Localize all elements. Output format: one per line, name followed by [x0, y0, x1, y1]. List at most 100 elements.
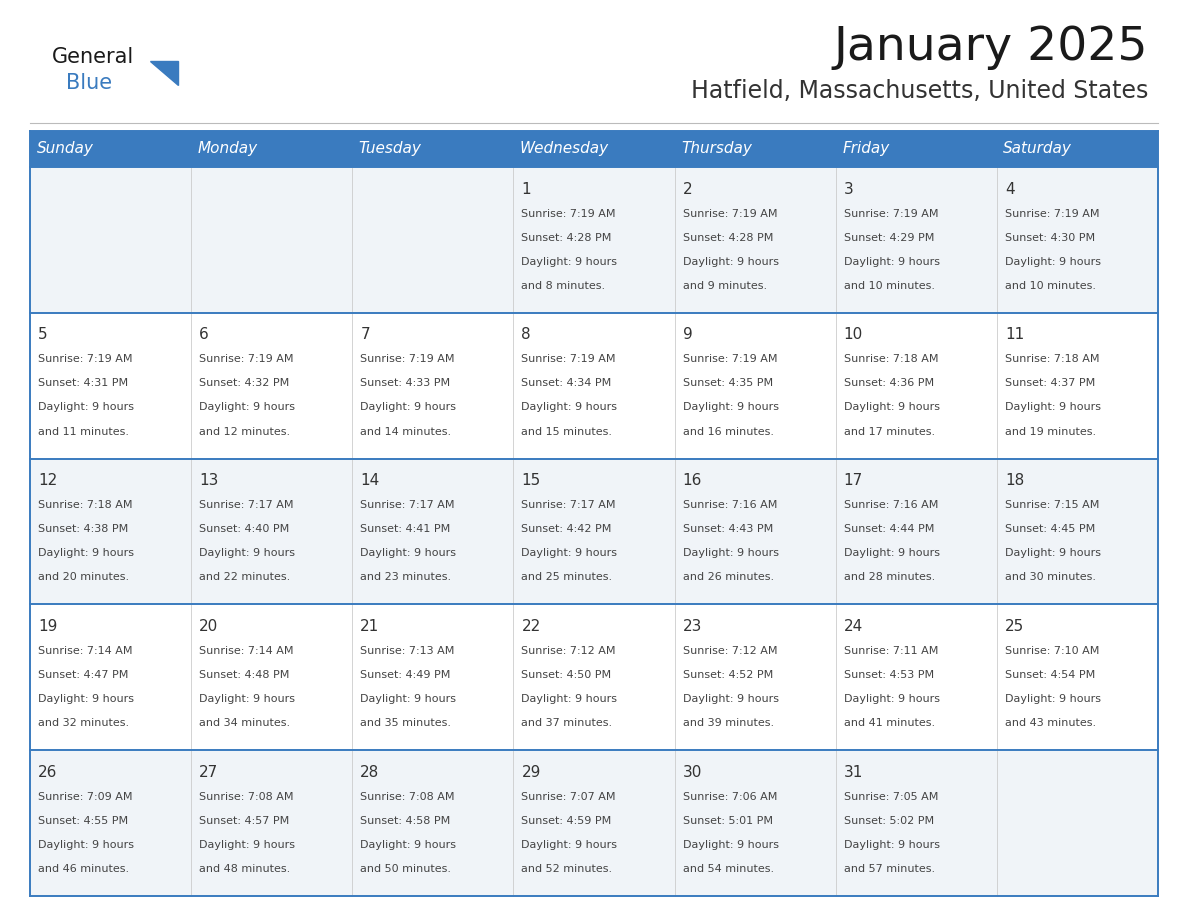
Text: Daylight: 9 hours: Daylight: 9 hours [360, 694, 456, 704]
Text: Sunset: 4:57 PM: Sunset: 4:57 PM [200, 816, 290, 826]
Text: and 41 minutes.: and 41 minutes. [843, 718, 935, 728]
Text: Sunrise: 7:19 AM: Sunrise: 7:19 AM [1005, 208, 1099, 218]
Text: Sunrise: 7:19 AM: Sunrise: 7:19 AM [200, 354, 293, 364]
Text: and 9 minutes.: and 9 minutes. [683, 281, 766, 291]
Text: 24: 24 [843, 619, 862, 634]
Text: Sunset: 4:29 PM: Sunset: 4:29 PM [843, 232, 934, 242]
Text: and 14 minutes.: and 14 minutes. [360, 427, 451, 437]
Text: 21: 21 [360, 619, 380, 634]
Text: and 26 minutes.: and 26 minutes. [683, 572, 773, 582]
Text: 2: 2 [683, 182, 693, 196]
Text: Sunset: 4:34 PM: Sunset: 4:34 PM [522, 378, 612, 388]
Text: Sunset: 4:48 PM: Sunset: 4:48 PM [200, 670, 290, 680]
Text: Daylight: 9 hours: Daylight: 9 hours [200, 840, 295, 850]
Text: Sunrise: 7:12 AM: Sunrise: 7:12 AM [522, 646, 617, 656]
Text: Daylight: 9 hours: Daylight: 9 hours [522, 548, 618, 558]
Text: 6: 6 [200, 328, 209, 342]
Text: and 37 minutes.: and 37 minutes. [522, 718, 613, 728]
Text: Daylight: 9 hours: Daylight: 9 hours [200, 694, 295, 704]
Text: Sunrise: 7:19 AM: Sunrise: 7:19 AM [522, 354, 617, 364]
Text: Wednesday: Wednesday [520, 141, 609, 156]
Text: 16: 16 [683, 473, 702, 488]
Text: Daylight: 9 hours: Daylight: 9 hours [683, 402, 778, 412]
Text: Daylight: 9 hours: Daylight: 9 hours [522, 402, 618, 412]
Text: 15: 15 [522, 473, 541, 488]
Text: and 52 minutes.: and 52 minutes. [522, 864, 613, 874]
Text: 4: 4 [1005, 182, 1015, 196]
Text: and 30 minutes.: and 30 minutes. [1005, 572, 1095, 582]
Text: Daylight: 9 hours: Daylight: 9 hours [38, 694, 134, 704]
Text: Daylight: 9 hours: Daylight: 9 hours [843, 694, 940, 704]
Text: and 10 minutes.: and 10 minutes. [1005, 281, 1095, 291]
Text: and 23 minutes.: and 23 minutes. [360, 572, 451, 582]
Text: Sunrise: 7:05 AM: Sunrise: 7:05 AM [843, 791, 939, 801]
Text: Hatfield, Massachusetts, United States: Hatfield, Massachusetts, United States [690, 79, 1148, 103]
Text: Sunset: 4:43 PM: Sunset: 4:43 PM [683, 524, 773, 534]
Text: 7: 7 [360, 328, 369, 342]
Text: Sunset: 4:41 PM: Sunset: 4:41 PM [360, 524, 450, 534]
Text: 25: 25 [1005, 619, 1024, 634]
Text: 5: 5 [38, 328, 48, 342]
Text: Sunday: Sunday [37, 141, 94, 156]
Text: Daylight: 9 hours: Daylight: 9 hours [360, 840, 456, 850]
Text: Sunrise: 7:19 AM: Sunrise: 7:19 AM [38, 354, 133, 364]
Bar [30, 167, 1158, 313]
Text: Sunset: 4:53 PM: Sunset: 4:53 PM [843, 670, 934, 680]
Text: Sunset: 4:33 PM: Sunset: 4:33 PM [360, 378, 450, 388]
Text: January 2025: January 2025 [834, 25, 1148, 70]
Text: Sunset: 4:54 PM: Sunset: 4:54 PM [1005, 670, 1095, 680]
Text: Sunset: 4:47 PM: Sunset: 4:47 PM [38, 670, 128, 680]
Text: General: General [52, 47, 134, 67]
Text: and 32 minutes.: and 32 minutes. [38, 718, 129, 728]
Text: Sunset: 4:55 PM: Sunset: 4:55 PM [38, 816, 128, 826]
Text: Sunset: 4:32 PM: Sunset: 4:32 PM [200, 378, 290, 388]
Text: Daylight: 9 hours: Daylight: 9 hours [843, 548, 940, 558]
Text: and 17 minutes.: and 17 minutes. [843, 427, 935, 437]
Text: Sunrise: 7:13 AM: Sunrise: 7:13 AM [360, 646, 455, 656]
Text: Sunset: 4:49 PM: Sunset: 4:49 PM [360, 670, 450, 680]
Text: Daylight: 9 hours: Daylight: 9 hours [683, 694, 778, 704]
Text: Sunset: 4:28 PM: Sunset: 4:28 PM [522, 232, 612, 242]
Text: and 34 minutes.: and 34 minutes. [200, 718, 290, 728]
Text: and 8 minutes.: and 8 minutes. [522, 281, 606, 291]
Text: and 50 minutes.: and 50 minutes. [360, 864, 451, 874]
Text: and 25 minutes.: and 25 minutes. [522, 572, 613, 582]
Text: Sunrise: 7:19 AM: Sunrise: 7:19 AM [843, 208, 939, 218]
Text: 19: 19 [38, 619, 57, 634]
Text: Daylight: 9 hours: Daylight: 9 hours [1005, 548, 1101, 558]
Text: Daylight: 9 hours: Daylight: 9 hours [1005, 402, 1101, 412]
Text: Daylight: 9 hours: Daylight: 9 hours [522, 840, 618, 850]
Text: Daylight: 9 hours: Daylight: 9 hours [683, 840, 778, 850]
Text: Sunrise: 7:06 AM: Sunrise: 7:06 AM [683, 791, 777, 801]
Text: 9: 9 [683, 328, 693, 342]
Text: and 46 minutes.: and 46 minutes. [38, 864, 129, 874]
Text: 22: 22 [522, 619, 541, 634]
Text: Daylight: 9 hours: Daylight: 9 hours [843, 402, 940, 412]
Text: and 20 minutes.: and 20 minutes. [38, 572, 129, 582]
Text: and 11 minutes.: and 11 minutes. [38, 427, 129, 437]
Text: Sunrise: 7:19 AM: Sunrise: 7:19 AM [360, 354, 455, 364]
Text: Daylight: 9 hours: Daylight: 9 hours [38, 840, 134, 850]
Text: 30: 30 [683, 765, 702, 779]
Text: Sunrise: 7:16 AM: Sunrise: 7:16 AM [843, 500, 939, 510]
Text: Daylight: 9 hours: Daylight: 9 hours [360, 402, 456, 412]
Text: Daylight: 9 hours: Daylight: 9 hours [360, 548, 456, 558]
Text: 27: 27 [200, 765, 219, 779]
Text: 13: 13 [200, 473, 219, 488]
Text: Sunrise: 7:18 AM: Sunrise: 7:18 AM [843, 354, 939, 364]
Text: Sunset: 4:38 PM: Sunset: 4:38 PM [38, 524, 128, 534]
Text: Daylight: 9 hours: Daylight: 9 hours [522, 257, 618, 266]
Text: 18: 18 [1005, 473, 1024, 488]
Text: Sunrise: 7:11 AM: Sunrise: 7:11 AM [843, 646, 939, 656]
Text: Sunrise: 7:10 AM: Sunrise: 7:10 AM [1005, 646, 1099, 656]
Bar [30, 459, 1158, 604]
Text: 29: 29 [522, 765, 541, 779]
Text: Sunrise: 7:17 AM: Sunrise: 7:17 AM [360, 500, 455, 510]
Text: Daylight: 9 hours: Daylight: 9 hours [38, 402, 134, 412]
Text: Sunrise: 7:17 AM: Sunrise: 7:17 AM [522, 500, 617, 510]
Bar [30, 313, 1158, 459]
Text: Saturday: Saturday [1004, 141, 1073, 156]
Text: Sunset: 4:35 PM: Sunset: 4:35 PM [683, 378, 772, 388]
Text: Tuesday: Tuesday [359, 141, 422, 156]
Text: and 12 minutes.: and 12 minutes. [200, 427, 290, 437]
